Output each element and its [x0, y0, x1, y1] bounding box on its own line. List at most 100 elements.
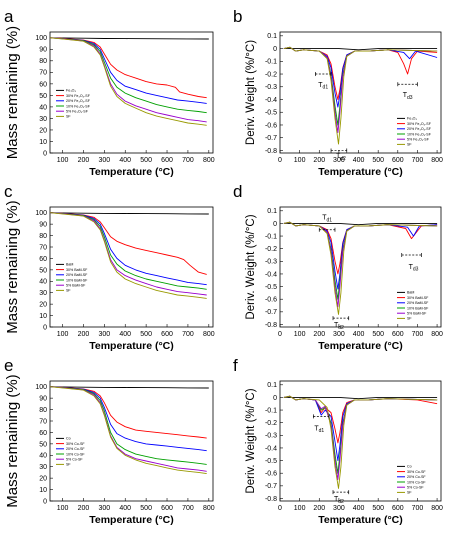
legend-label: 5% Co-SF	[407, 486, 424, 490]
legend-label: 20% Fe₃O₄-SF	[407, 127, 432, 131]
x-tick-label: 600	[392, 505, 404, 512]
x-tick-label: 500	[140, 331, 152, 338]
y-axis-title: Deriv. Weight (%/°C)	[245, 40, 257, 145]
series-group	[50, 37, 209, 126]
legend-label: 20% Co-SF	[407, 475, 426, 479]
x-tick-label: 700	[182, 331, 194, 338]
legend-label: 10% Fe₃O₄-SF	[407, 132, 432, 136]
annotation-label: Td3	[403, 92, 413, 101]
x-tick-label: 600	[161, 505, 173, 512]
x-tick-label: 400	[119, 331, 131, 338]
x-tick-label: 200	[313, 331, 325, 338]
y-tick-label: -0.2	[265, 420, 277, 427]
legend-label: 30% Co-SF	[407, 470, 426, 474]
y-tick-label: -0.3	[265, 259, 277, 266]
series-group	[283, 395, 438, 489]
legend-label: 20% Co-SF	[66, 447, 85, 451]
legend-label: 30% Fe₃O₄-SF	[66, 94, 91, 98]
y-tick-label: 90	[39, 222, 47, 229]
series-line-1	[50, 212, 207, 275]
plot-frame	[49, 31, 214, 154]
legend-label: 30% Fe₃O₄-SF	[407, 122, 432, 126]
x-tick-label: 100	[57, 157, 69, 164]
y-tick-label: 30	[39, 464, 47, 471]
x-tick-label: 500	[372, 505, 384, 512]
panel-f: f 0 100 200 300 400 500 600 700 800 0.1 0 -0.1 -0.2 -0…	[233, 356, 443, 526]
panel-label: e	[4, 356, 13, 375]
annotation-label: Td2	[334, 496, 344, 505]
y-tick-label: -0.1	[265, 407, 277, 414]
y-tick-label: -0.7	[265, 483, 277, 490]
x-tick-label: 600	[161, 157, 173, 164]
legend-label: SF	[407, 143, 412, 147]
y-tick-label: -0.8	[265, 322, 277, 329]
x-tick-label: 400	[353, 157, 365, 164]
legend-label: 10% BaM-SF	[407, 306, 429, 310]
y-tick-label: 40	[39, 104, 47, 111]
x-axis-title: Temperature (°C)	[318, 166, 403, 178]
series-line-3	[50, 212, 207, 290]
panel-label: d	[233, 182, 242, 201]
series-line-0	[283, 396, 438, 400]
x-tick-label: 800	[431, 505, 443, 512]
x-tick-label: 400	[353, 505, 365, 512]
series-line-3	[283, 395, 438, 474]
series-line-1	[50, 386, 207, 439]
legend-label: BaM	[66, 263, 73, 267]
panel-label: f	[233, 356, 238, 375]
y-tick-label: 90	[39, 396, 47, 403]
legend-label: 10% Fe₃O₄-SF	[66, 104, 91, 108]
x-tick-label: 100	[57, 505, 69, 512]
series-line-2	[50, 212, 207, 286]
y-tick-label: 0	[43, 150, 47, 157]
y-tick-label: 20	[39, 127, 47, 134]
legend-label: 30% BaM-SF	[407, 296, 429, 300]
y-tick-label: 30	[39, 116, 47, 123]
y-tick-label: -0.2	[265, 246, 277, 253]
legend-label: Co	[407, 465, 412, 469]
series-line-4	[50, 212, 207, 296]
series-line-0	[50, 212, 209, 215]
x-tick-label: 500	[372, 331, 384, 338]
y-tick-label: 100	[35, 384, 47, 391]
panel-c: c 100 200 300 400 500 600 700 800 0 10 20 30 40 50 60 70…	[4, 182, 215, 352]
legend-label: 20% BaM-SF	[66, 273, 88, 277]
y-tick-label: 30	[39, 290, 47, 297]
legend-label: 5% BaM-SF	[407, 312, 427, 316]
x-tick-label: 800	[431, 331, 443, 338]
y-tick-label: 50	[39, 441, 47, 448]
y-tick-label: 10	[39, 313, 47, 320]
y-tick-label: 70	[39, 418, 47, 425]
legend-label: Co	[66, 437, 71, 441]
legend-label: 5% Fe₃O₄-SF	[407, 138, 430, 142]
x-tick-label: 700	[412, 505, 424, 512]
y-tick-label: 0	[273, 221, 277, 228]
y-tick-label: 100	[35, 210, 47, 217]
legend-label: 10% BaM-SF	[66, 278, 88, 282]
y-tick-label: -0.7	[265, 309, 277, 316]
y-tick-label: 0.1	[267, 382, 277, 389]
x-tick-label: 400	[119, 505, 131, 512]
y-tick-label: 70	[39, 244, 47, 251]
y-tick-label: -0.6	[265, 297, 277, 304]
y-axis-title: Mass remaining (%)	[4, 26, 21, 159]
x-tick-label: 100	[294, 331, 306, 338]
x-tick-label: 300	[333, 157, 345, 164]
series-line-3	[283, 46, 438, 126]
x-tick-label: 200	[313, 505, 325, 512]
y-tick-label: 0	[43, 324, 47, 331]
series-line-0	[283, 48, 438, 51]
y-tick-label: -0.1	[265, 233, 277, 240]
y-tick-label: -0.4	[265, 97, 277, 104]
y-tick-label: 60	[39, 256, 47, 263]
plot-frame	[49, 380, 214, 502]
panel-label: b	[233, 7, 242, 26]
series-line-5	[50, 212, 207, 299]
y-tick-label: -0.3	[265, 433, 277, 440]
series-line-4	[50, 386, 207, 472]
x-tick-label: 700	[412, 331, 424, 338]
